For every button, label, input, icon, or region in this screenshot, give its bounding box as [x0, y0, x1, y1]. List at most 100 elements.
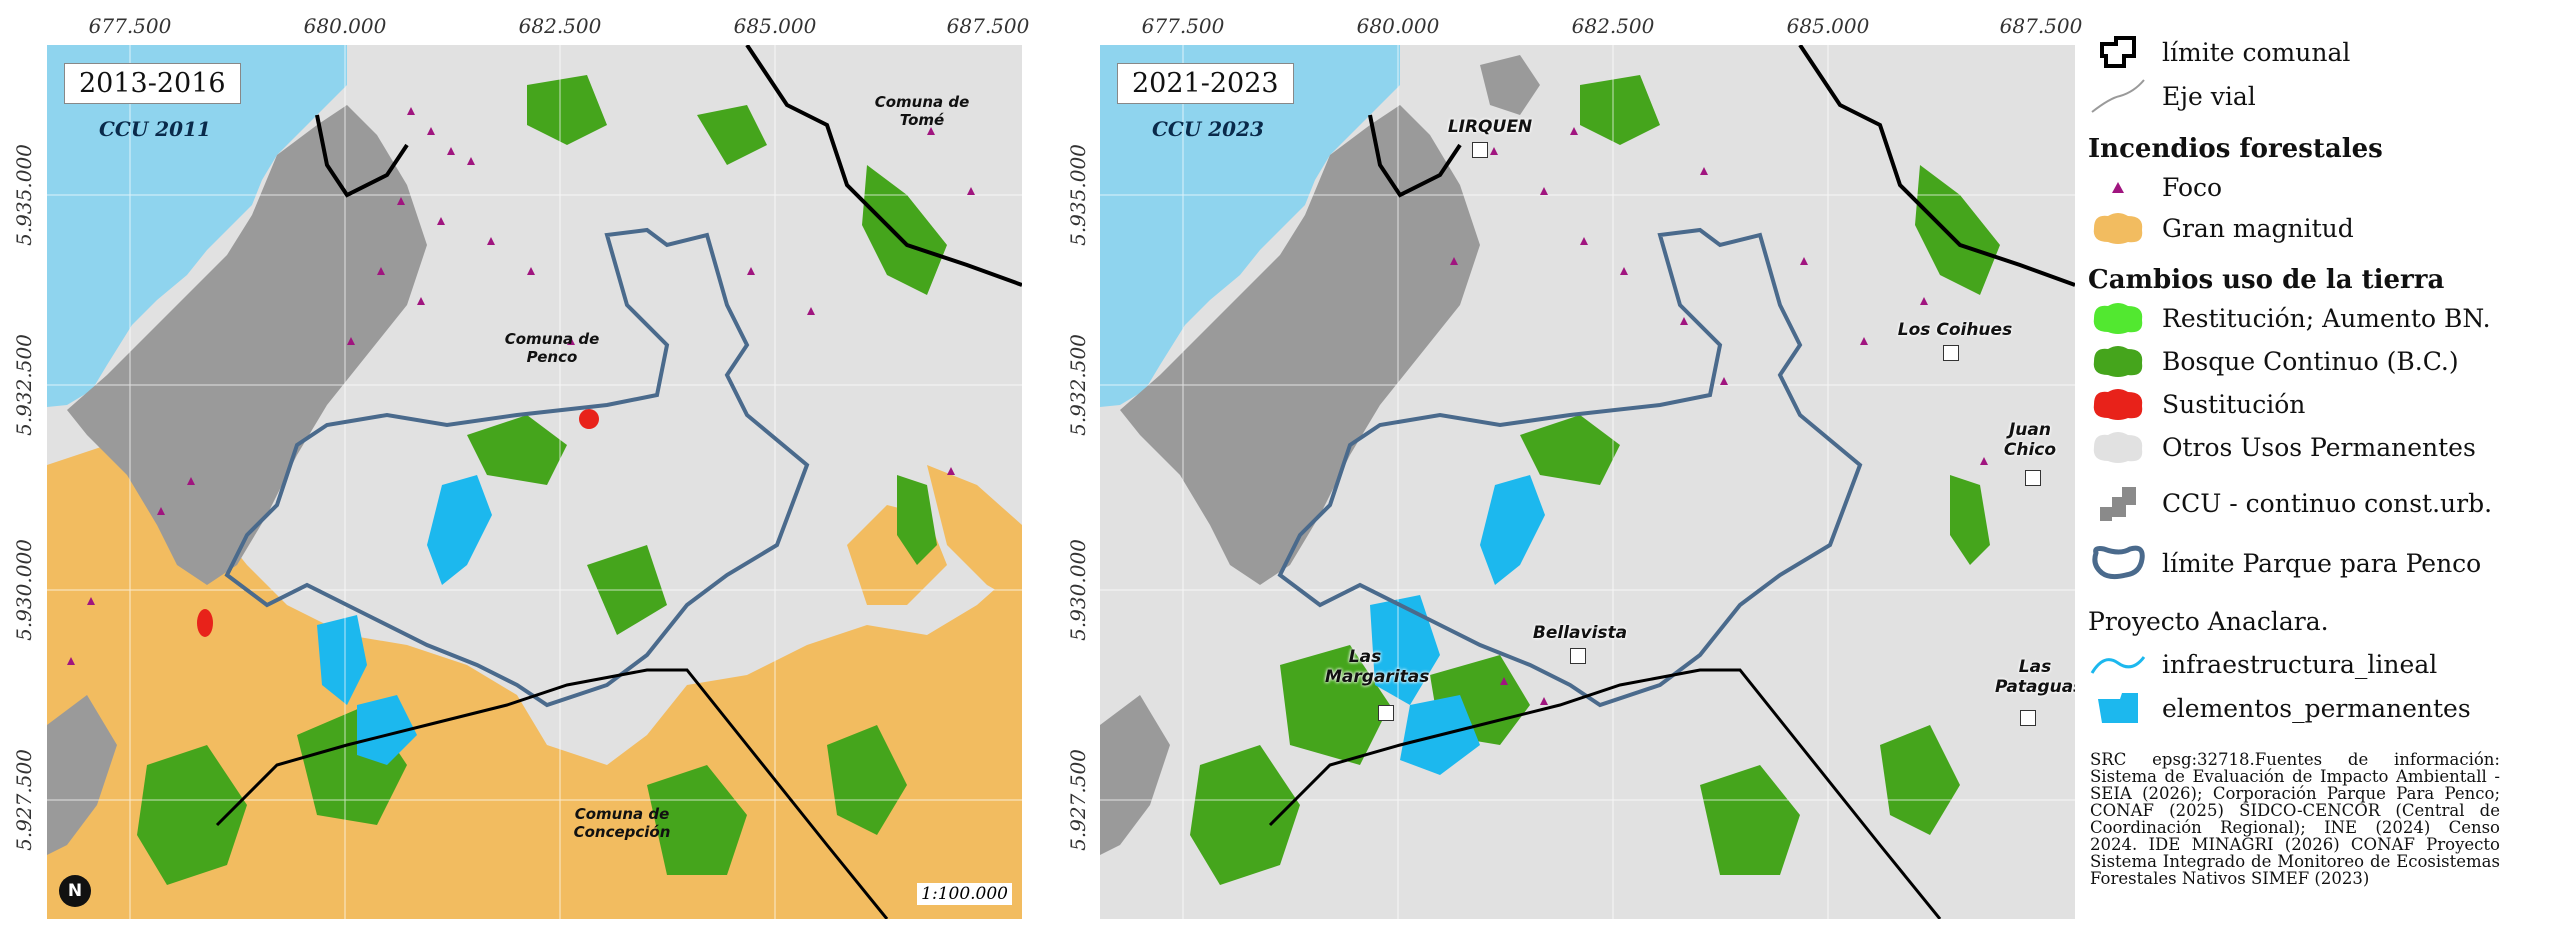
communal-limit-icon	[2088, 32, 2148, 72]
legend-label: CCU - continuo const.urb.	[2162, 488, 2493, 518]
communal-limit	[215, 668, 889, 919]
legend-label: infraestructura_lineal	[2162, 649, 2438, 679]
x-tick-label: 680.000	[303, 14, 387, 38]
forest-area	[1580, 75, 1660, 145]
legend-item-infraestructura: infraestructura_lineal	[2088, 644, 2437, 684]
locality-marker	[1570, 648, 1586, 664]
sea-area	[47, 45, 347, 407]
y-tick-label: 5.927.500	[1066, 749, 1090, 851]
legend-item-foco: Foco	[2088, 167, 2222, 207]
period-label: 2013-2016	[64, 63, 241, 104]
locality-label-las-pataguas: Las Pataguas	[1995, 657, 2075, 697]
forest-area	[1915, 165, 2000, 295]
legend-heading-proyecto: Proyecto Anaclara.	[2088, 607, 2329, 636]
water-element	[1370, 595, 1440, 705]
fire-large-area	[927, 465, 1022, 605]
legend-item-sustitucion: Sustitución	[2088, 384, 2305, 424]
restitution-icon	[2088, 298, 2148, 338]
forest-area	[1190, 745, 1300, 885]
x-tick-label: 677.500	[88, 14, 172, 38]
locality-marker	[1943, 345, 1959, 361]
locality-label-lirquen: LIRQUEN	[1447, 117, 1533, 137]
communal-limit	[1268, 668, 1942, 919]
forest-area	[897, 475, 937, 565]
x-tick-label: 682.500	[518, 14, 602, 38]
legend-label: Bosque Continuo (B.C.)	[2162, 346, 2459, 376]
legend-item-limite-comunal: límite comunal	[2088, 32, 2350, 72]
urban-area	[47, 695, 117, 855]
place-label-penco: Comuna de Penco	[504, 330, 600, 366]
forest-area	[827, 725, 907, 835]
legend-item-eje-vial: Eje vial	[2088, 76, 2256, 116]
scale-label: 1:100.000	[917, 883, 1012, 905]
y-tick-label: 5.932.500	[12, 334, 36, 436]
urban-icon	[2088, 483, 2148, 523]
urban-area	[1100, 695, 1170, 855]
legend-label: límite Parque para Penco	[2162, 548, 2482, 578]
y-tick-label: 5.930.000	[1066, 539, 1090, 641]
forest-area	[1950, 475, 1990, 565]
legend-heading-cambios: Cambios uso de la tierra	[2088, 265, 2445, 295]
other-uses-icon	[2088, 427, 2148, 467]
forest-area	[1280, 645, 1390, 765]
communal-limit	[1368, 114, 1462, 198]
legend-label: límite comunal	[2162, 37, 2351, 67]
legend-item-otros-usos: Otros Usos Permanentes	[2088, 427, 2476, 467]
substitution-area	[197, 609, 213, 637]
forest-area	[697, 105, 767, 165]
legend-heading-incendios: Incendios forestales	[2088, 134, 2383, 164]
map-canvas-right	[1100, 45, 2075, 919]
legend-item-restitucion: Restitución; Aumento BN.	[2088, 298, 2491, 338]
legend-label: Restitución; Aumento BN.	[2162, 303, 2491, 333]
forest-area	[1880, 725, 1960, 835]
water-element	[357, 695, 417, 765]
x-tick-label: 687.500	[1999, 14, 2083, 38]
x-tick-label: 687.500	[946, 14, 1030, 38]
place-label-tome: Comuna de Tomé	[874, 93, 970, 129]
forest-area	[137, 745, 247, 885]
park-boundary	[224, 227, 810, 708]
ccu-year-label: CCU 2023	[1152, 117, 1264, 141]
forest-area	[1700, 765, 1800, 875]
locality-marker	[2025, 470, 2041, 486]
map-2013-2016: 2013-2016 CCU 2011 Comuna de Tomé Comuna…	[47, 45, 1022, 919]
fire-focus-icon	[2088, 167, 2148, 207]
y-tick-label: 5.932.500	[1066, 334, 1090, 436]
legend-label: Sustitución	[2162, 389, 2306, 419]
urban-area	[67, 105, 427, 585]
legend-label: Otros Usos Permanentes	[2162, 432, 2476, 462]
map-legend: límite comunal Eje vial Incendios forest…	[2088, 28, 2553, 928]
legend-item-ccu: CCU - continuo const.urb.	[2088, 483, 2492, 523]
locality-label-bellavista: Bellavista	[1532, 623, 1628, 643]
y-tick-label: 5.927.500	[12, 749, 36, 851]
x-tick-label: 680.000	[1356, 14, 1440, 38]
x-tick-label: 685.000	[1786, 14, 1870, 38]
forest-icon	[2088, 341, 2148, 381]
water-element	[317, 615, 367, 705]
sources-note: SRC epsg:32718.Fuentes de información: S…	[2090, 750, 2500, 888]
legend-item-bosque-continuo: Bosque Continuo (B.C.)	[2088, 341, 2459, 381]
communal-limit	[315, 114, 409, 198]
water-element-icon	[2088, 688, 2148, 728]
locality-marker	[2020, 710, 2036, 726]
fire-large-icon	[2088, 208, 2148, 248]
water-element	[427, 475, 492, 585]
place-label-concepcion: Comuna de Concepción	[573, 805, 671, 841]
legend-item-limite-parque: límite Parque para Penco	[2088, 543, 2481, 583]
x-tick-label: 685.000	[733, 14, 817, 38]
locality-label-juan-chico: Juan Chico	[2003, 420, 2057, 460]
park-boundary-icon	[2088, 543, 2148, 583]
legend-item-elementos: elementos_permanentes	[2088, 688, 2471, 728]
forest-area	[1520, 415, 1620, 485]
north-arrow-icon: N	[59, 875, 91, 907]
water-element	[1480, 475, 1545, 585]
linear-infrastructure-icon	[2088, 644, 2148, 684]
locality-label-los-coihues: Los Coihues	[1897, 320, 2013, 340]
urban-area	[1480, 55, 1540, 115]
forest-area	[527, 75, 607, 145]
ccu-year-label: CCU 2011	[99, 117, 211, 141]
urban-area	[1120, 105, 1480, 585]
y-tick-label: 5.935.000	[1066, 144, 1090, 246]
forest-area	[647, 765, 747, 875]
substitution-area	[579, 409, 599, 429]
